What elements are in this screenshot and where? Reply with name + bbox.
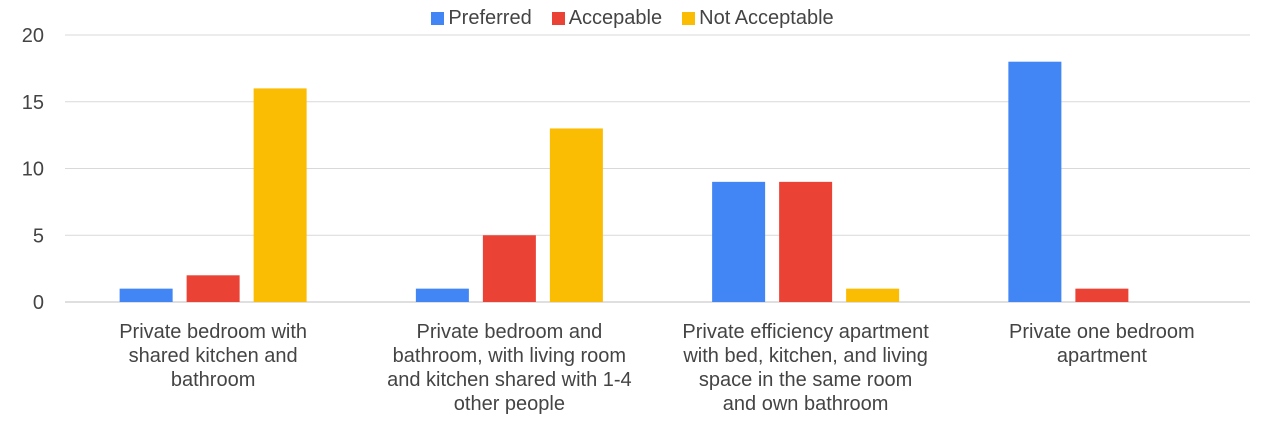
legend-label-preferred: Preferred <box>448 7 532 29</box>
y-tick-label: 5 <box>33 225 44 247</box>
legend-label-not-acceptable: Not Acceptable <box>699 7 834 29</box>
legend: Preferred Accepable Not Acceptable <box>0 7 1265 30</box>
bar <box>482 235 536 302</box>
bar <box>415 288 469 302</box>
x-tick-label: Private bedroom with shared kitchen and ba… <box>119 321 307 391</box>
bar <box>549 128 603 302</box>
bar <box>712 181 766 302</box>
bar <box>186 275 240 302</box>
legend-label-accepable: Accepable <box>568 7 663 29</box>
x-tick-label: Private one bedroom apartment <box>1009 321 1195 367</box>
bar <box>253 88 307 303</box>
bar <box>1075 288 1129 302</box>
y-tick-label: 15 <box>22 92 44 114</box>
legend-swatch-preferred <box>431 12 445 25</box>
legend-item-preferred: Preferred <box>431 7 532 30</box>
bar <box>119 288 173 302</box>
bar <box>846 288 900 302</box>
legend-item-not-acceptable: Not Acceptable <box>682 7 834 30</box>
y-tick-label: 20 <box>22 25 44 47</box>
legend-swatch-accepable <box>551 12 565 25</box>
legend-item-accepable: Accepable <box>551 7 663 30</box>
bar <box>1008 61 1062 303</box>
bar <box>779 181 833 302</box>
x-tick-label: Private efficiency apartment with bed, ki… <box>682 321 929 415</box>
y-tick-label: 0 <box>33 292 44 314</box>
legend-swatch-not-acceptable <box>682 12 696 25</box>
y-tick-label: 10 <box>22 159 44 181</box>
x-tick-label: Private bedroom and bathroom, with living… <box>387 321 632 415</box>
